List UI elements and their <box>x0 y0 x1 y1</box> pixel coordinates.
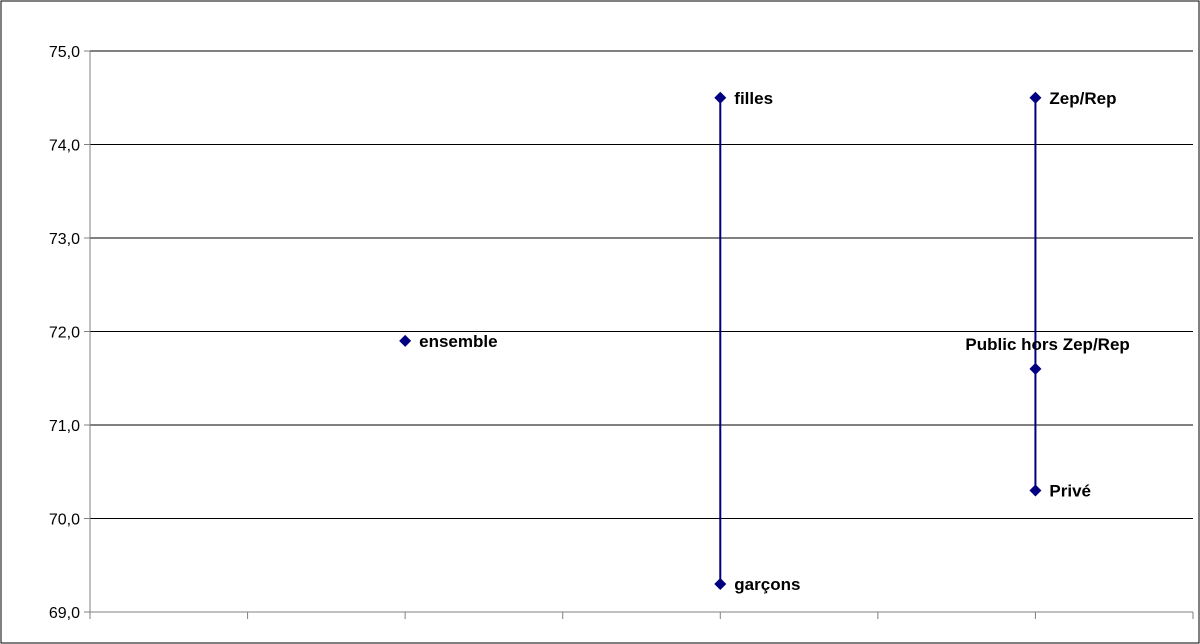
range-lines <box>719 97 1037 584</box>
data-point-marker <box>1029 362 1042 375</box>
data-point-marker <box>714 577 727 590</box>
data-point-label: filles <box>734 89 773 108</box>
data-point-label: Privé <box>1049 481 1091 500</box>
y-tick-label: 75,0 <box>49 44 80 61</box>
data-point-label: Zep/Rep <box>1049 89 1116 108</box>
data-point-marker <box>714 91 727 104</box>
y-tick-label: 71,0 <box>49 418 80 435</box>
data-points <box>399 91 1042 590</box>
y-tick-label: 70,0 <box>49 512 80 529</box>
data-point-label: ensemble <box>419 332 497 351</box>
gridlines <box>90 50 1193 519</box>
data-point-marker <box>399 334 412 347</box>
data-point-marker <box>1029 484 1042 497</box>
y-tick-label: 74,0 <box>49 138 80 155</box>
y-tick-label: 72,0 <box>49 325 80 342</box>
y-tick-label: 69,0 <box>49 605 80 622</box>
data-point-marker <box>1029 91 1042 104</box>
point-labels: ensemble filles garçons Zep/Rep Public hors … <box>419 89 1130 594</box>
data-point-label: Public hors Zep/Rep <box>965 335 1129 354</box>
y-tick-label: 73,0 <box>49 231 80 248</box>
axes: 69,0 70,0 71,0 72,0 73,0 74,0 75,0 <box>49 44 1194 622</box>
data-point-label: garçons <box>734 575 800 594</box>
